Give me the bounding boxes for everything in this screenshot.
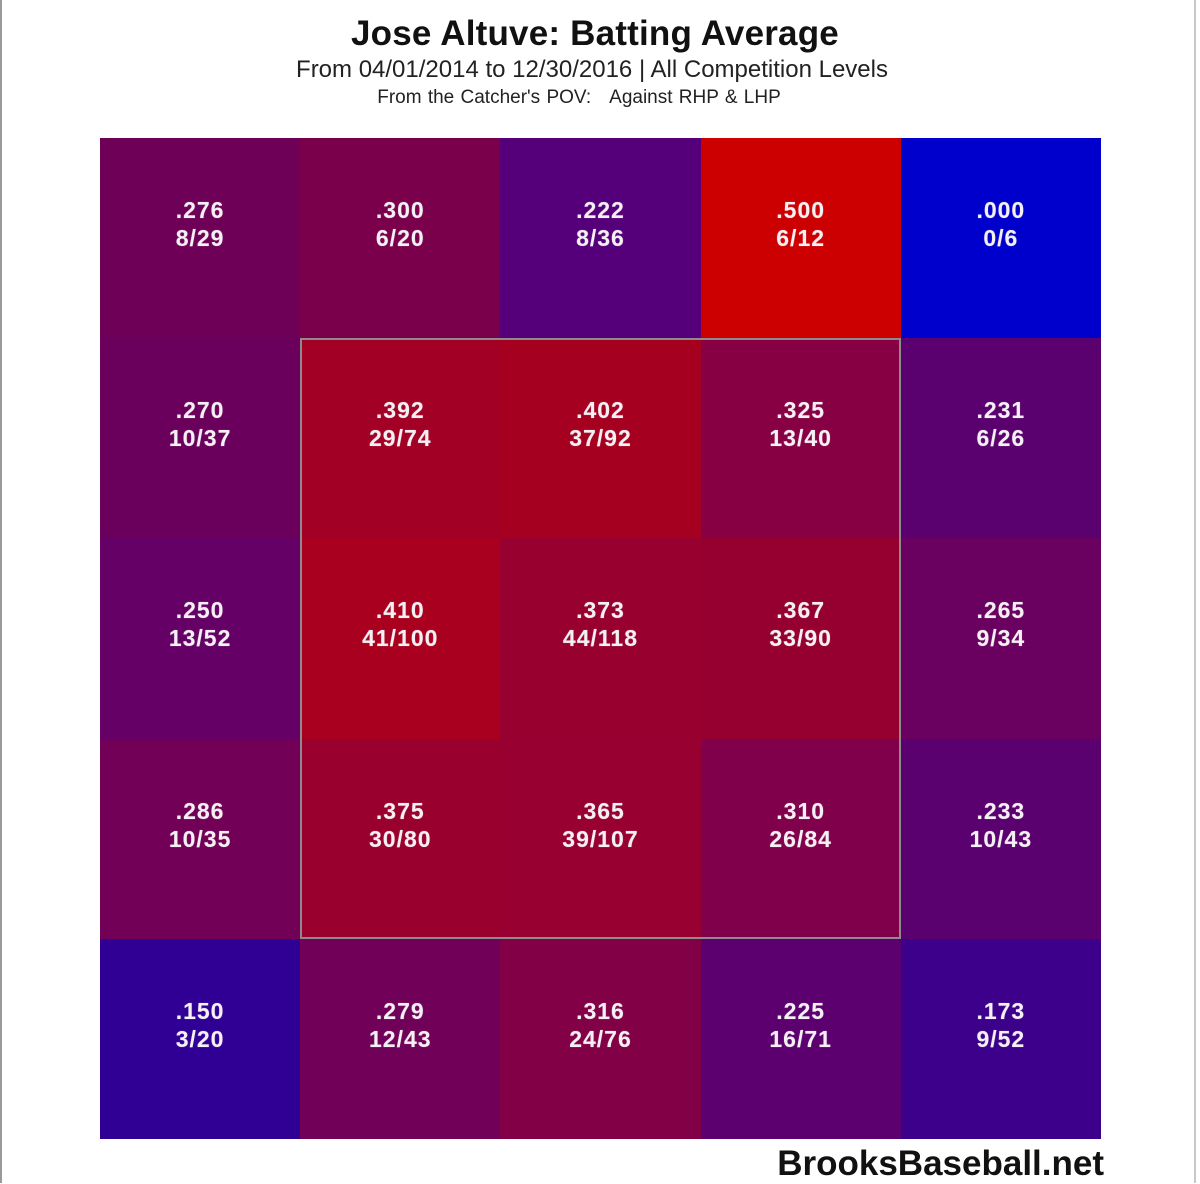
- batting-average: .373: [576, 597, 625, 624]
- zone-cell: .250 13/52: [100, 538, 301, 739]
- hits-at-bats: 9/34: [976, 625, 1026, 652]
- hits-at-bats: 8/36: [576, 225, 625, 252]
- hits-at-bats: 6/20: [375, 225, 425, 252]
- chart-subtitle: From 04/01/2014 to 12/30/2016 | All Comp…: [296, 56, 888, 83]
- batting-average: .276: [175, 197, 225, 224]
- zone-cell: .279 12/43: [300, 938, 501, 1139]
- zone-cell: .316 24/76: [500, 938, 701, 1139]
- heatmap-grid: .276 8/29 .300 6/20 .222 8/36 .500 6/12 .000…: [100, 138, 1101, 1139]
- batting-average: .402: [576, 397, 625, 424]
- zone-cell: .373 44/118: [500, 538, 701, 739]
- zone-cell: .173 9/52: [900, 938, 1101, 1139]
- hits-at-bats: 13/52: [168, 625, 232, 652]
- zone-cell: .500 6/12: [700, 138, 901, 339]
- zone-cell: .286 10/35: [100, 738, 301, 939]
- batting-average: .225: [776, 997, 826, 1024]
- batting-average: .367: [776, 597, 826, 624]
- batting-average: .250: [175, 597, 225, 624]
- hits-at-bats: 10/37: [168, 425, 232, 452]
- batting-average: .222: [576, 197, 625, 224]
- zone-cell: .402 37/92: [500, 338, 701, 539]
- batting-average: .286: [175, 797, 225, 824]
- batting-average: .300: [375, 197, 425, 224]
- zone-cell: .231 6/26: [900, 338, 1101, 539]
- site-watermark: BrooksBaseball.net: [777, 1144, 1104, 1183]
- batting-average: .150: [175, 997, 225, 1024]
- zone-cell: .367 33/90: [700, 538, 901, 739]
- hits-at-bats: 8/29: [175, 225, 225, 252]
- batting-average: .310: [776, 797, 826, 824]
- batting-average: .270: [175, 397, 225, 424]
- batting-average: .265: [976, 597, 1026, 624]
- hits-at-bats: 39/107: [562, 825, 639, 852]
- zone-cell: .325 13/40: [700, 338, 901, 539]
- hits-at-bats: 41/100: [362, 625, 439, 652]
- batting-average: .279: [375, 997, 425, 1024]
- hits-at-bats: 10/35: [168, 825, 232, 852]
- hits-at-bats: 10/43: [969, 825, 1033, 852]
- zone-cell: .365 39/107: [500, 738, 701, 939]
- batting-average: .000: [976, 197, 1026, 224]
- pov-label: From the Catcher's POV:: [377, 87, 592, 108]
- hits-at-bats: 6/26: [976, 425, 1026, 452]
- pitcher-filter: Against RHP & LHP: [609, 87, 781, 108]
- zone-cell: .265 9/34: [900, 538, 1101, 739]
- batting-average: .392: [375, 397, 425, 424]
- hits-at-bats: 24/76: [569, 1025, 632, 1052]
- hits-at-bats: 33/90: [769, 625, 832, 652]
- hits-at-bats: 13/40: [769, 425, 832, 452]
- zone-cell: .270 10/37: [100, 338, 301, 539]
- hits-at-bats: 3/20: [175, 1025, 225, 1052]
- hits-at-bats: 9/52: [976, 1025, 1026, 1052]
- zone-cell: .392 29/74: [300, 338, 501, 539]
- batting-average: .233: [976, 797, 1026, 824]
- zone-cell: .000 0/6: [900, 138, 1101, 339]
- zone-cell: .300 6/20: [300, 138, 501, 339]
- hits-at-bats: 37/92: [569, 425, 632, 452]
- hits-at-bats: 12/43: [369, 1025, 432, 1052]
- batting-average: .500: [776, 197, 826, 224]
- zone-cell: .225 16/71: [700, 938, 901, 1139]
- hits-at-bats: 29/74: [369, 425, 432, 452]
- chart-title: Jose Altuve: Batting Average: [351, 14, 839, 53]
- batting-average: .325: [776, 397, 826, 424]
- batting-average: .231: [976, 397, 1026, 424]
- hits-at-bats: 0/6: [983, 225, 1019, 252]
- batting-average: .316: [576, 997, 625, 1024]
- chart-filter-note: From the Catcher's POV: Against RHP & LHP: [0, 87, 1158, 109]
- zone-cell: .233 10/43: [900, 738, 1101, 939]
- batting-average: .173: [976, 997, 1026, 1024]
- hits-at-bats: 26/84: [769, 825, 832, 852]
- zone-cell: .375 30/80: [300, 738, 501, 939]
- hits-at-bats: 44/118: [562, 625, 639, 652]
- zone-cell: .310 26/84: [700, 738, 901, 939]
- zone-cell: .276 8/29: [100, 138, 301, 339]
- hits-at-bats: 30/80: [369, 825, 432, 852]
- zone-cell: .410 41/100: [300, 538, 501, 739]
- zone-cell: .150 3/20: [100, 938, 301, 1139]
- batting-average: .375: [375, 797, 425, 824]
- batting-average: .410: [375, 597, 425, 624]
- zone-cell: .222 8/36: [500, 138, 701, 339]
- hits-at-bats: 6/12: [776, 225, 826, 252]
- hits-at-bats: 16/71: [769, 1025, 832, 1052]
- batting-average: .365: [576, 797, 625, 824]
